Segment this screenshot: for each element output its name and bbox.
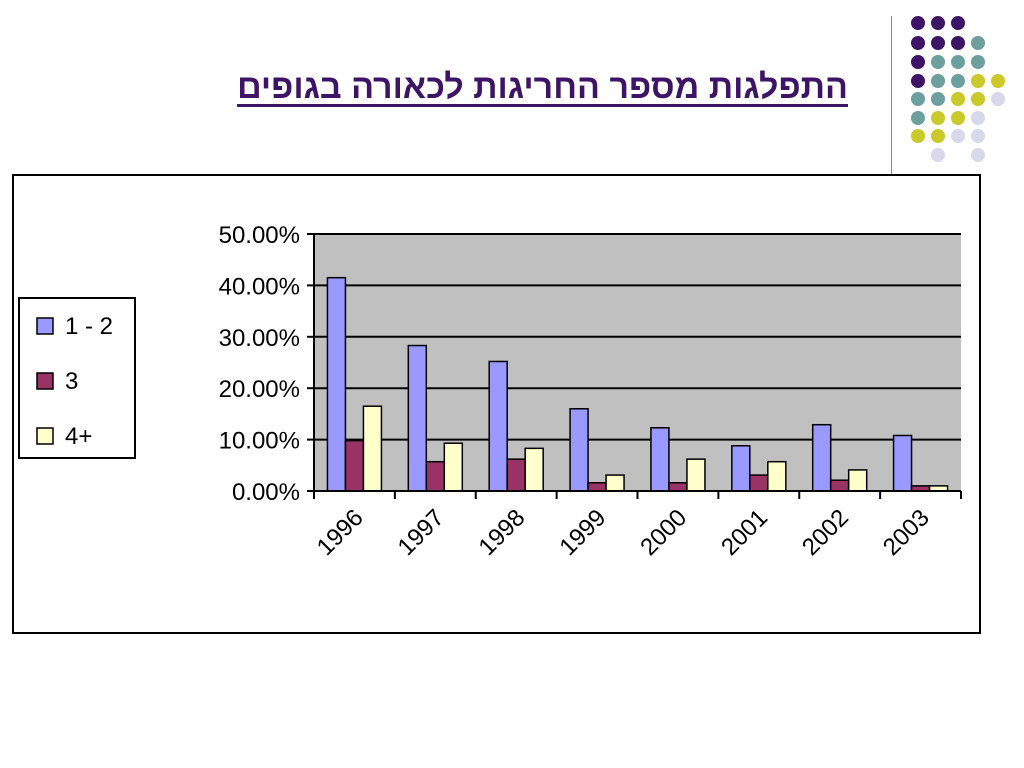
y-tick-label: 20.00% bbox=[219, 376, 300, 403]
decor-dot bbox=[931, 111, 945, 125]
legend-swatch bbox=[36, 372, 54, 390]
decorative-dot-grid bbox=[911, 16, 1005, 162]
bar-1999-series-3 bbox=[605, 474, 625, 492]
legend-label: 4+ bbox=[65, 423, 92, 450]
decor-dot bbox=[951, 36, 965, 50]
bar-1999-series-1 bbox=[569, 408, 589, 492]
decor-dot bbox=[911, 111, 925, 125]
x-tick-label: 2002 bbox=[797, 504, 854, 561]
decor-dot bbox=[911, 74, 925, 88]
decor-dot bbox=[931, 16, 945, 30]
bar-2003-series-1 bbox=[892, 434, 913, 492]
bar-2002-series-3 bbox=[847, 469, 868, 492]
bar-1997-series-1 bbox=[407, 344, 428, 492]
x-tick-label: 1997 bbox=[393, 504, 450, 561]
y-tick-label: 40.00% bbox=[219, 273, 300, 300]
bar-1999-series-2 bbox=[587, 482, 607, 492]
decor-dot bbox=[931, 74, 945, 88]
x-tick-label: 2001 bbox=[716, 504, 773, 561]
bar-2002-series-1 bbox=[811, 423, 832, 492]
bar-2001-series-2 bbox=[749, 474, 769, 492]
x-tick-label: 1998 bbox=[474, 504, 531, 561]
slide-title: התפלגות מספר החריגות לכאורה בגופים bbox=[237, 68, 848, 106]
decor-dot bbox=[951, 55, 965, 69]
decor-dot bbox=[971, 148, 985, 162]
x-tick-label: 1999 bbox=[554, 504, 611, 561]
decor-dot bbox=[971, 111, 985, 125]
bar-1996-series-2 bbox=[344, 439, 365, 492]
legend-label: 3 bbox=[65, 368, 78, 395]
bar-2002-series-2 bbox=[829, 479, 850, 492]
x-tick-label: 2003 bbox=[878, 504, 935, 561]
chart-frame: 0.00% 10.00% 20.00% 30.00% 40.00% 50.00% 1996 1… bbox=[12, 174, 981, 634]
y-tick-label: 30.00% bbox=[219, 325, 300, 352]
y-tick-label: 0.00% bbox=[232, 479, 300, 506]
bar-1996-series-3 bbox=[362, 405, 383, 492]
y-tick-label: 10.00% bbox=[219, 428, 300, 455]
decor-dot bbox=[931, 55, 945, 69]
decor-dot bbox=[931, 129, 945, 143]
bar-2001-series-3 bbox=[767, 460, 787, 492]
legend-label: 1 - 2 bbox=[65, 313, 113, 340]
bar-1997-series-2 bbox=[425, 460, 446, 492]
decor-dot bbox=[951, 16, 965, 30]
decor-dot bbox=[911, 129, 925, 143]
bar-chart: 0.00% 10.00% 20.00% 30.00% 40.00% 50.00% 1996 1… bbox=[18, 222, 962, 561]
x-tick-label: 1996 bbox=[312, 504, 369, 561]
decor-dot bbox=[951, 111, 965, 125]
decor-dot bbox=[911, 36, 925, 50]
decor-dot bbox=[971, 36, 985, 50]
decor-dot bbox=[911, 92, 925, 106]
bar-1998-series-2 bbox=[506, 458, 526, 492]
decor-dot bbox=[911, 55, 925, 69]
bar-2000-series-3 bbox=[686, 458, 706, 492]
decor-dot bbox=[951, 129, 965, 143]
decor-dot bbox=[991, 92, 1005, 106]
decor-dot bbox=[911, 16, 925, 30]
decor-dot bbox=[971, 92, 985, 106]
decor-dot bbox=[931, 148, 945, 162]
decor-dot bbox=[951, 74, 965, 88]
bar-1998-series-1 bbox=[488, 360, 508, 492]
decor-dot bbox=[971, 129, 985, 143]
decor-dot bbox=[931, 92, 945, 106]
decor-dot bbox=[951, 92, 965, 106]
bar-2000-series-2 bbox=[668, 482, 688, 492]
y-tick-label: 50.00% bbox=[219, 222, 300, 249]
decor-dot bbox=[971, 74, 985, 88]
decor-dot bbox=[991, 74, 1005, 88]
bar-2000-series-1 bbox=[650, 427, 670, 492]
bar-1997-series-3 bbox=[443, 442, 464, 492]
decor-dot bbox=[931, 36, 945, 50]
bar-1998-series-3 bbox=[524, 447, 544, 492]
legend-swatch bbox=[36, 317, 54, 335]
decor-dot bbox=[971, 55, 985, 69]
legend-swatch bbox=[36, 427, 54, 445]
divider-line bbox=[891, 16, 892, 174]
bar-1996-series-1 bbox=[326, 276, 347, 492]
x-tick-label: 2000 bbox=[635, 504, 692, 561]
bar-2001-series-1 bbox=[731, 445, 751, 492]
